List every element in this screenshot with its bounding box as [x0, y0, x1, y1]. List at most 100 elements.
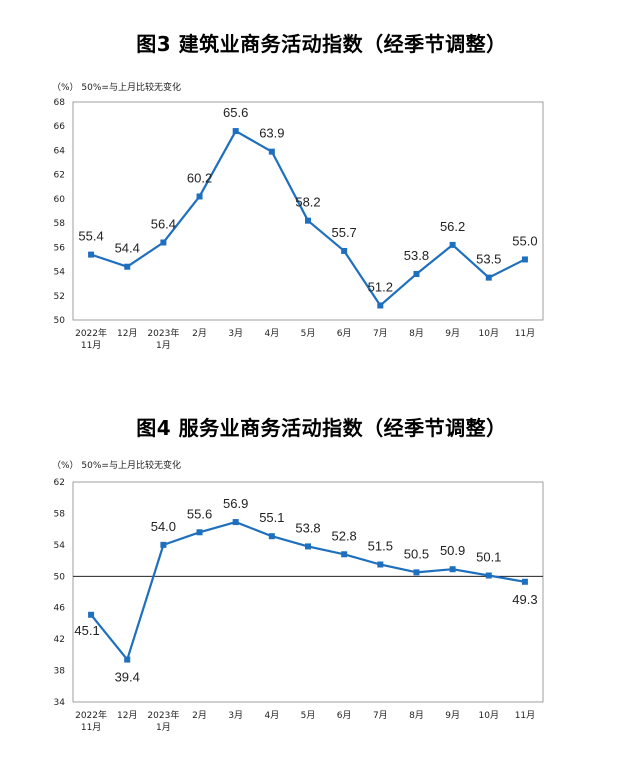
- data-point-marker: [268, 148, 275, 155]
- data-label: 55.6: [187, 506, 212, 521]
- data-label: 58.2: [295, 195, 320, 210]
- y-tick-label: 42: [54, 635, 65, 645]
- data-point-marker: [196, 193, 203, 200]
- data-point-marker: [449, 241, 456, 248]
- x-tick-label: 2022年: [75, 709, 107, 721]
- chart4-title: 图4 服务业商务活动指数（经季节调整）: [136, 416, 507, 440]
- y-tick-label: 68: [54, 98, 66, 108]
- x-tick-label: 12月: [117, 328, 137, 339]
- y-tick-label: 52: [54, 292, 65, 302]
- x-tick-label: 2022年: [75, 327, 107, 339]
- x-tick-label: 7月: [373, 710, 388, 721]
- x-tick-label: 3月: [228, 710, 243, 721]
- data-label: 63.9: [259, 126, 284, 141]
- data-point-marker: [413, 270, 420, 277]
- chart4-unit-note: （%） 50%=与上月比较无变化: [52, 461, 181, 471]
- data-point-marker: [88, 251, 95, 258]
- plot-frame: [72, 481, 544, 703]
- data-point-marker: [449, 566, 456, 573]
- plot-frame: [72, 101, 544, 321]
- data-label: 52.8: [331, 528, 356, 543]
- x-tick-label: 5月: [301, 710, 316, 721]
- chart3-unit-note: （%） 50%=与上月比较无变化: [52, 83, 181, 93]
- data-point-marker: [124, 656, 131, 663]
- data-point-marker: [232, 128, 239, 135]
- data-point-marker: [196, 529, 203, 536]
- x-tick-label: 4月: [264, 710, 279, 721]
- y-tick-label: 34: [54, 698, 66, 708]
- data-point-marker: [88, 611, 95, 618]
- y-tick-label: 58: [54, 509, 66, 519]
- x-tick-label: 7月: [373, 328, 388, 339]
- data-label: 53.5: [476, 252, 501, 267]
- y-tick-label: 50: [54, 316, 66, 326]
- x-tick-label: 10月: [479, 710, 499, 721]
- data-point-marker: [413, 569, 420, 576]
- x-tick-label: 10月: [479, 328, 499, 339]
- data-point-marker: [377, 561, 384, 568]
- data-label: 55.7: [331, 225, 356, 240]
- data-label: 53.8: [295, 520, 320, 535]
- y-tick-label: 54: [54, 268, 66, 278]
- x-tick-label: 11月: [81, 340, 101, 351]
- y-tick-label: 54: [54, 541, 66, 551]
- data-label: 54.4: [115, 241, 140, 256]
- data-point-marker: [521, 256, 528, 263]
- data-point-marker: [160, 541, 167, 548]
- data-label: 39.4: [115, 670, 140, 685]
- data-label: 51.5: [368, 539, 393, 554]
- x-tick-label: 11月: [515, 710, 535, 721]
- data-label: 56.9: [223, 496, 248, 511]
- x-tick-label: 8月: [409, 710, 424, 721]
- data-label: 55.0: [512, 233, 537, 248]
- x-tick-label: 2023年: [147, 709, 179, 721]
- data-label: 51.2: [368, 279, 393, 294]
- data-point-marker: [305, 543, 311, 550]
- data-label: 65.6: [223, 105, 248, 120]
- data-point-marker: [485, 274, 492, 281]
- x-tick-label: 1月: [156, 340, 171, 351]
- x-tick-label: 3月: [228, 328, 243, 339]
- y-tick-label: 62: [54, 478, 65, 488]
- x-tick-label: 11月: [81, 722, 101, 733]
- data-label: 60.2: [187, 170, 212, 185]
- y-tick-label: 50: [54, 572, 66, 582]
- data-point-marker: [377, 302, 384, 309]
- chart3-title: 图3 建筑业商务活动指数（经季节调整）: [136, 32, 507, 56]
- data-label: 50.1: [476, 550, 501, 565]
- x-tick-label: 5月: [301, 328, 316, 339]
- data-label: 50.9: [440, 543, 465, 558]
- y-tick-label: 60: [54, 195, 66, 205]
- data-point-marker: [232, 519, 239, 526]
- data-label: 50.5: [404, 546, 429, 561]
- x-tick-label: 9月: [445, 328, 460, 339]
- data-point-marker: [341, 551, 348, 558]
- y-tick-label: 66: [54, 122, 66, 132]
- data-point-marker: [124, 263, 131, 270]
- data-point-marker: [341, 247, 348, 254]
- y-tick-label: 56: [54, 243, 66, 253]
- x-tick-label: 6月: [337, 710, 352, 721]
- x-tick-label: 8月: [409, 328, 424, 339]
- x-tick-label: 1月: [156, 722, 171, 733]
- y-tick-label: 64: [54, 146, 66, 156]
- data-label: 55.4: [78, 229, 103, 244]
- data-label: 54.0: [151, 519, 176, 534]
- x-tick-label: 2月: [192, 710, 207, 721]
- data-label: 56.2: [440, 219, 465, 234]
- x-tick-label: 11月: [515, 328, 535, 339]
- x-tick-label: 2月: [192, 328, 207, 339]
- data-point-marker: [268, 533, 275, 540]
- x-tick-label: 12月: [117, 710, 137, 721]
- data-label: 53.8: [404, 248, 429, 263]
- x-tick-label: 2023年: [147, 327, 179, 339]
- data-label: 56.4: [151, 216, 176, 231]
- data-point-marker: [305, 217, 311, 224]
- x-tick-label: 9月: [445, 710, 460, 721]
- y-tick-label: 62: [54, 171, 65, 181]
- y-tick-label: 58: [54, 219, 66, 229]
- x-tick-label: 4月: [264, 328, 279, 339]
- y-tick-label: 38: [54, 667, 66, 677]
